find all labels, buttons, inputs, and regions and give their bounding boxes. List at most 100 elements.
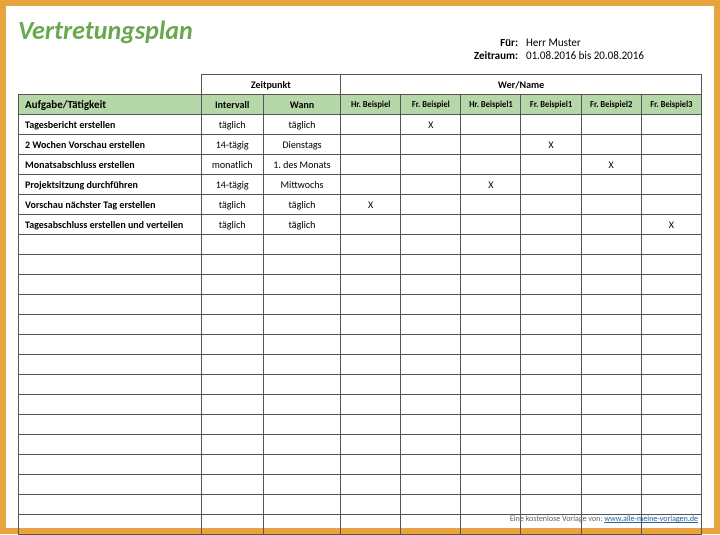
empty-cell [263,415,340,435]
empty-cell [341,415,401,435]
empty-cell [461,295,521,315]
task-cell: Tagesbericht erstellen [19,115,202,135]
empty-cell [461,355,521,375]
empty-cell [263,315,340,335]
empty-cell [581,475,641,495]
empty-cell [641,235,701,255]
plan-table: Zeitpunkt Wer/Name Aufgabe/Tätigkeit Int… [18,74,702,535]
empty-cell [581,375,641,395]
empty-cell [341,335,401,355]
name-header-3: Fr. Beispiel1 [521,95,581,115]
empty-cell [201,235,263,255]
meta-for-label: Für: [458,36,518,49]
empty-cell [521,395,581,415]
footer-text: Eine kostenlose Vorlage von: [510,514,603,524]
empty-cell [641,435,701,455]
meta-period-row: Zeitraum: 01.08.2016 bis 20.08.2016 [458,49,696,62]
table-row-empty [19,495,702,515]
table-row-empty [19,395,702,415]
empty-cell [401,415,461,435]
table-row-empty [19,295,702,315]
intervall-cell: monatlich [201,155,263,175]
name-header-0: Hr. Beispiel [341,95,401,115]
wann-cell: täglich [263,195,340,215]
empty-cell [461,375,521,395]
intervall-cell: täglich [201,195,263,215]
mark-cell: X [581,155,641,175]
empty-cell [581,295,641,315]
mark-cell [341,135,401,155]
mark-cell [581,215,641,235]
empty-cell [19,235,202,255]
mark-cell [461,115,521,135]
empty-cell [641,375,701,395]
footer-link[interactable]: www.alle-meine-vorlagen.de [604,514,698,524]
mark-cell [461,155,521,175]
intervall-cell: täglich [201,115,263,135]
empty-cell [341,455,401,475]
mark-cell: X [341,195,401,215]
header-row: Aufgabe/Tätigkeit Intervall Wann Hr. Bei… [19,95,702,115]
empty-cell [641,315,701,335]
empty-cell [19,255,202,275]
empty-cell [581,255,641,275]
table-row-empty [19,235,702,255]
table-row-empty [19,435,702,455]
task-cell: Vorschau nächster Tag erstellen [19,195,202,215]
meta-for-row: Für: Herr Muster [458,36,696,49]
empty-cell [461,455,521,475]
task-header: Aufgabe/Tätigkeit [19,95,202,115]
empty-cell [19,415,202,435]
empty-cell [19,395,202,415]
mark-cell [581,195,641,215]
empty-cell [641,335,701,355]
empty-cell [581,415,641,435]
empty-cell [401,315,461,335]
name-header-2: Hr. Beispiel1 [461,95,521,115]
table-row-empty [19,335,702,355]
empty-cell [341,255,401,275]
mark-cell [641,175,701,195]
document-frame: Vertretungsplan Für: Herr Muster Zeitrau… [0,0,720,534]
empty-cell [263,375,340,395]
empty-cell [341,275,401,295]
empty-cell [581,355,641,375]
mark-cell [641,195,701,215]
task-cell: Tagesabschluss erstellen und verteilen [19,215,202,235]
empty-cell [401,295,461,315]
empty-cell [341,295,401,315]
mark-cell [341,115,401,135]
empty-cell [263,435,340,455]
header-group-row: Zeitpunkt Wer/Name [19,75,702,95]
empty-cell [263,255,340,275]
empty-cell [401,255,461,275]
table-head: Zeitpunkt Wer/Name Aufgabe/Tätigkeit Int… [19,75,702,115]
blank-header [19,75,202,95]
empty-cell [341,435,401,455]
empty-cell [19,475,202,495]
empty-cell [19,275,202,295]
empty-cell [19,375,202,395]
intervall-cell: täglich [201,215,263,235]
empty-cell [401,395,461,415]
empty-cell [341,475,401,495]
empty-cell [641,455,701,475]
table-row: Tagesabschluss erstellen und verteilentä… [19,215,702,235]
empty-cell [263,355,340,375]
empty-cell [581,395,641,415]
empty-cell [581,315,641,335]
empty-cell [201,275,263,295]
empty-cell [521,255,581,275]
empty-cell [341,515,401,535]
empty-cell [201,455,263,475]
empty-cell [641,475,701,495]
empty-cell [401,475,461,495]
table-row: Tagesbericht erstellentäglichtäglichX [19,115,702,135]
table-row-empty [19,275,702,295]
empty-cell [263,495,340,515]
empty-cell [201,295,263,315]
meta-period-label: Zeitraum: [458,49,518,62]
empty-cell [263,395,340,415]
empty-cell [401,435,461,455]
mark-cell [641,115,701,135]
